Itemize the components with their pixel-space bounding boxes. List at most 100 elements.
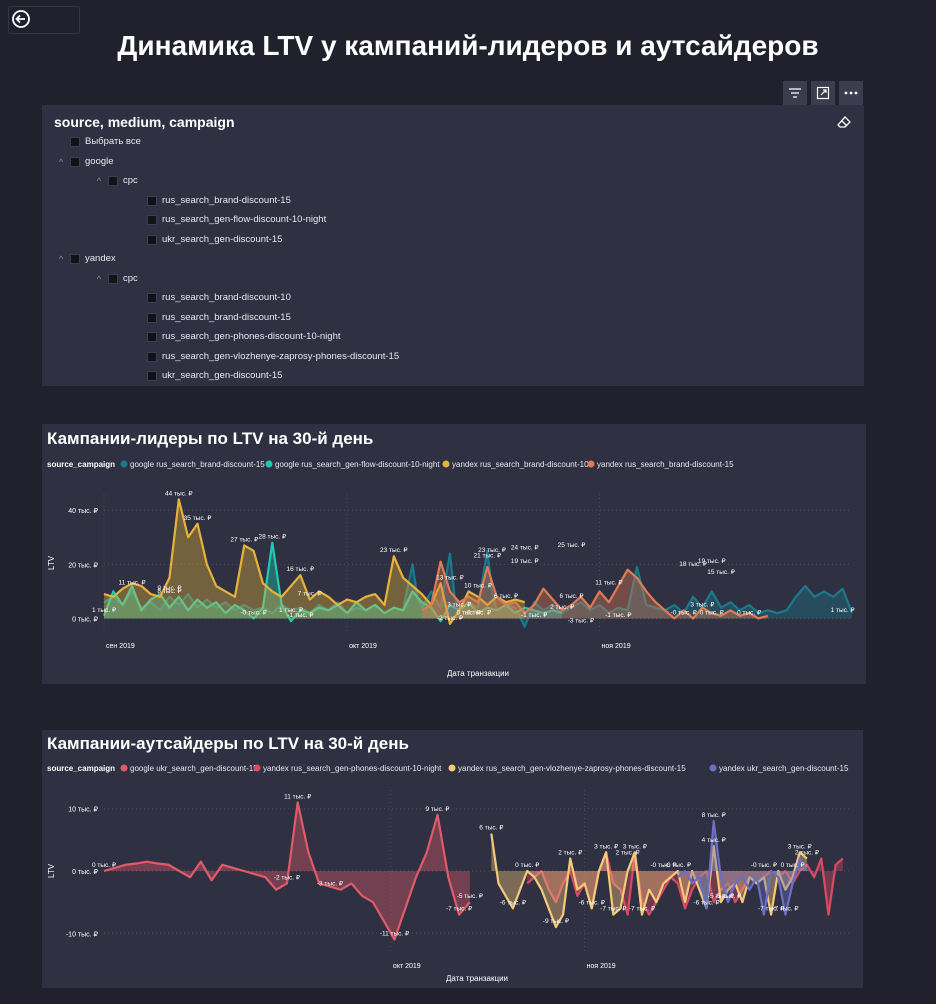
data-label: 6 тыс. ₽ bbox=[479, 825, 503, 832]
legend-label: yandex ukr_search_gen-discount-15 bbox=[719, 764, 849, 773]
slicer-campaign-item[interactable]: rus_search_gen-phones-discount-10-night bbox=[42, 331, 842, 343]
data-label: -2 тыс. ₽ bbox=[274, 874, 300, 881]
slicer-checkbox[interactable] bbox=[108, 273, 118, 284]
outsiders-chart-panel: Кампании-аутсайдеры по LTV на 30-й день … bbox=[42, 730, 863, 988]
filter-icon bbox=[789, 88, 801, 98]
slicer-item-label: rus_search_brand-discount-15 bbox=[162, 311, 291, 323]
data-label: 18 тыс. ₽ bbox=[679, 561, 707, 568]
outsiders-chart-title: Кампании-аутсайдеры по LTV на 30-й день bbox=[47, 734, 409, 753]
data-label: -6 тыс. ₽ bbox=[500, 899, 526, 906]
data-label: -0 тыс. ₽ bbox=[240, 609, 266, 616]
slicer-checkbox[interactable] bbox=[147, 332, 157, 342]
data-label: 23 тыс. ₽ bbox=[478, 547, 506, 554]
data-label: -7 тыс. ₽ bbox=[772, 906, 798, 913]
data-label: 6 тыс. ₽ bbox=[494, 593, 518, 600]
series-line[interactable] bbox=[102, 541, 563, 623]
slicer-source-yandex[interactable]: ^ yandex bbox=[42, 253, 842, 265]
slicer-campaign-item[interactable]: rus_search_gen-flow-discount-10-night bbox=[42, 214, 842, 226]
chevron-up-icon[interactable]: ^ bbox=[96, 176, 102, 186]
data-label: 25 тыс. ₽ bbox=[558, 542, 586, 549]
outsiders-chart: source_campaign google ukr_search_gen-dis… bbox=[47, 764, 850, 983]
chevron-up-icon[interactable]: ^ bbox=[58, 156, 64, 167]
legend-item[interactable]: yandex rus_search_brand-discount-10 bbox=[442, 460, 590, 469]
x-tick-label: окт 2019 bbox=[349, 643, 377, 650]
data-label: -1 тыс. ₽ bbox=[521, 612, 547, 619]
legend-label: yandex rus_search_brand-discount-15 bbox=[597, 460, 734, 469]
data-label: 44 тыс. ₽ bbox=[165, 490, 193, 497]
legend-marker bbox=[587, 460, 595, 468]
x-axis-label: Дата транзакции bbox=[447, 669, 509, 678]
y-tick-label: 10 тыс. ₽ bbox=[68, 807, 98, 814]
slicer-campaign-item[interactable]: rus_search_brand-discount-15 bbox=[42, 195, 842, 207]
slicer-checkbox[interactable] bbox=[147, 371, 157, 381]
legend-item[interactable]: google rus_search_brand-discount-15 bbox=[120, 460, 266, 469]
data-label: -0 тыс. ₽ bbox=[751, 862, 777, 869]
slicer-campaign-item[interactable]: ukr_search_gen-discount-15 bbox=[42, 370, 842, 382]
filter-button[interactable] bbox=[783, 81, 807, 105]
data-label: 0 тыс. ₽ bbox=[457, 609, 481, 616]
focus-mode-button[interactable] bbox=[811, 81, 835, 105]
slicer-item-label: rus_search_gen-vlozhenye-zaprosy-phones-… bbox=[162, 350, 400, 362]
legend-item[interactable]: yandex rus_search_brand-discount-15 bbox=[587, 460, 735, 469]
visual-toolbar bbox=[783, 81, 863, 105]
slicer-checkbox[interactable] bbox=[70, 254, 80, 264]
legend-item[interactable]: yandex rus_search_gen-phones-discount-10… bbox=[253, 764, 443, 773]
slicer-medium-cpc[interactable]: ^ cpc bbox=[42, 273, 842, 285]
data-label: 0 тыс. ₽ bbox=[781, 862, 805, 869]
slicer-checkbox[interactable] bbox=[147, 312, 157, 323]
slicer-item-label: Выбрать все bbox=[85, 136, 141, 147]
data-label: -0 тыс. ₽ bbox=[665, 862, 691, 869]
slicer-checkbox[interactable] bbox=[108, 176, 118, 186]
data-label: 1 тыс. ₽ bbox=[92, 607, 116, 614]
more-options-button[interactable] bbox=[839, 81, 863, 105]
clear-selection-button[interactable] bbox=[836, 113, 852, 134]
slicer-checkbox[interactable] bbox=[70, 156, 80, 167]
data-label: -7 тыс. ₽ bbox=[629, 906, 655, 913]
slicer-campaign-item[interactable]: rus_search_brand-discount-10 bbox=[42, 292, 842, 304]
slicer-campaign-item[interactable]: ukr_search_gen-discount-15 bbox=[42, 234, 842, 246]
legend-marker bbox=[265, 460, 273, 468]
data-label: 13 тыс. ₽ bbox=[436, 574, 464, 581]
slicer-checkbox[interactable] bbox=[147, 215, 157, 225]
data-label: 11 тыс. ₽ bbox=[118, 580, 145, 587]
data-label: 8 тыс. ₽ bbox=[157, 588, 181, 595]
data-label: 16 тыс. ₽ bbox=[287, 566, 315, 573]
slicer-checkbox[interactable] bbox=[70, 137, 80, 147]
slicer-checkbox[interactable] bbox=[147, 351, 157, 362]
legend-item[interactable]: google ukr_search_gen-discount-15 bbox=[120, 764, 259, 773]
series-line[interactable] bbox=[421, 560, 769, 620]
legend-item[interactable]: yandex rus_search_gen-vlozhenye-zaprosy-… bbox=[448, 764, 687, 773]
legend-item[interactable]: google rus_search_gen-flow-discount-10-n… bbox=[265, 460, 441, 469]
slicer-medium-cpc[interactable]: ^ cpc bbox=[42, 175, 842, 187]
slicer-source-google[interactable]: ^ google bbox=[42, 156, 842, 168]
slicer-campaign-item[interactable]: rus_search_gen-vlozhenye-zaprosy-phones-… bbox=[42, 351, 842, 363]
series-line[interactable] bbox=[677, 820, 808, 916]
page-title: Динамика LTV у кампаний-лидеров и аутсай… bbox=[117, 30, 819, 61]
chevron-up-icon[interactable]: ^ bbox=[96, 273, 102, 284]
slicer-checkbox[interactable] bbox=[147, 195, 157, 206]
series-line[interactable] bbox=[103, 498, 526, 625]
data-label: 1 тыс. ₽ bbox=[279, 607, 303, 614]
slicer-campaign-item[interactable]: rus_search_brand-discount-15 bbox=[42, 312, 842, 324]
data-label: -5 тыс. ₽ bbox=[715, 893, 741, 900]
back-button[interactable] bbox=[8, 6, 80, 34]
data-label: 10 тыс. ₽ bbox=[464, 582, 492, 589]
slicer-title: source, medium, campaign bbox=[54, 114, 235, 130]
slicer-item-label: rus_search_brand-discount-15 bbox=[162, 194, 291, 206]
data-label: -0 тыс. ₽ bbox=[465, 609, 491, 616]
series-line[interactable] bbox=[103, 801, 471, 941]
data-label: -7 тыс. ₽ bbox=[758, 906, 784, 913]
chevron-up-icon[interactable]: ^ bbox=[58, 254, 64, 264]
slicer-select-all[interactable]: Выбрать все bbox=[42, 136, 842, 148]
data-label: -6 тыс. ₽ bbox=[579, 899, 605, 906]
slicer-checkbox[interactable] bbox=[147, 234, 157, 245]
data-label: 0 тыс. ₽ bbox=[737, 609, 761, 616]
slicer-item-label: yandex bbox=[85, 253, 116, 264]
data-label: -2 тыс. ₽ bbox=[437, 615, 463, 622]
slicer-checkbox[interactable] bbox=[147, 293, 157, 303]
y-tick-label: 20 тыс. ₽ bbox=[68, 562, 98, 569]
data-label: 3 тыс. ₽ bbox=[788, 843, 812, 850]
legend-item[interactable]: yandex ukr_search_gen-discount-15 bbox=[709, 764, 849, 773]
data-label: -6 тыс. ₽ bbox=[693, 899, 719, 906]
legend-label: google rus_search_brand-discount-15 bbox=[130, 460, 265, 469]
